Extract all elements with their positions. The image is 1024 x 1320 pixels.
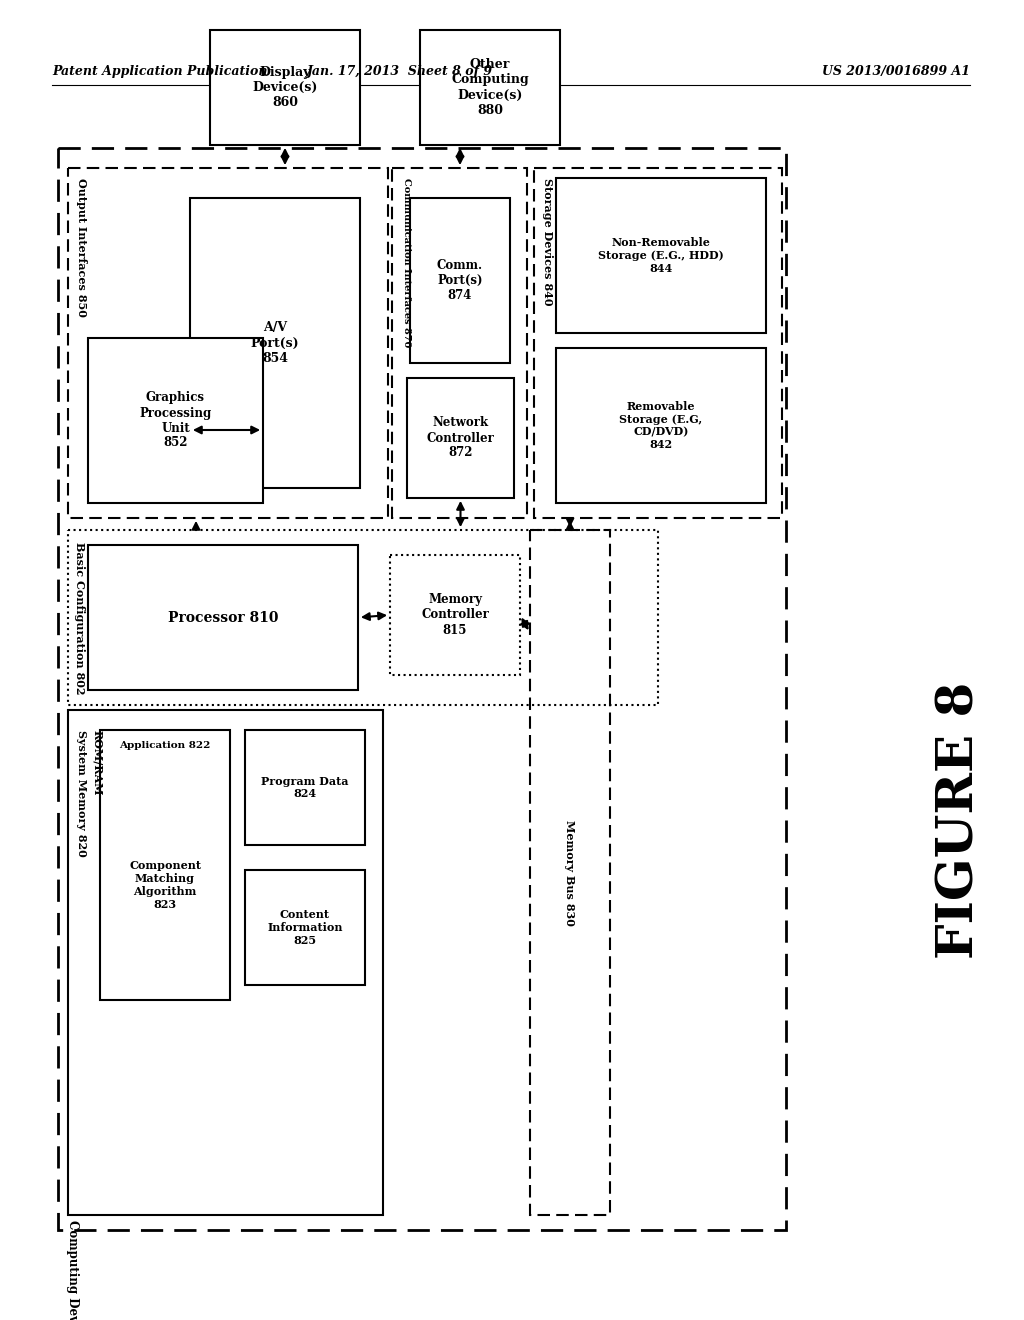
Bar — [420, 30, 560, 145]
Text: Patent Application Publication: Patent Application Publication — [52, 66, 267, 78]
Text: Processor 810: Processor 810 — [168, 610, 279, 624]
Bar — [407, 378, 514, 498]
Text: Communication Interfaces 870: Communication Interfaces 870 — [401, 178, 411, 347]
Bar — [68, 168, 388, 517]
Text: System Memory 820: System Memory 820 — [77, 730, 87, 857]
Text: Basic Configuration 802: Basic Configuration 802 — [75, 543, 85, 694]
Text: Computing Device 800: Computing Device 800 — [66, 1220, 79, 1320]
Text: Network
Controller
872: Network Controller 872 — [427, 417, 495, 459]
Text: FIGURE 8: FIGURE 8 — [936, 681, 984, 958]
Text: Jan. 17, 2013  Sheet 8 of 9: Jan. 17, 2013 Sheet 8 of 9 — [307, 66, 494, 78]
Text: A/V
Port(s)
854: A/V Port(s) 854 — [251, 322, 299, 364]
Bar — [392, 168, 527, 517]
Bar — [410, 198, 510, 363]
Text: Non-Removable
Storage (E.G., HDD)
844: Non-Removable Storage (E.G., HDD) 844 — [598, 238, 724, 273]
Text: Other
Computing
Device(s)
880: Other Computing Device(s) 880 — [452, 58, 528, 116]
Text: US 2013/0016899 A1: US 2013/0016899 A1 — [822, 66, 970, 78]
Text: Display
Device(s)
860: Display Device(s) 860 — [252, 66, 317, 110]
Bar — [68, 531, 658, 705]
Bar — [88, 545, 358, 690]
Bar — [530, 531, 610, 1214]
Bar — [245, 730, 365, 845]
Text: ROM/RAM: ROM/RAM — [92, 730, 103, 796]
Text: Memory
Controller
815: Memory Controller 815 — [421, 594, 488, 636]
Bar — [100, 730, 230, 1001]
Bar — [390, 554, 520, 675]
Bar — [556, 178, 766, 333]
Text: Output Interfaces 850: Output Interfaces 850 — [77, 178, 87, 317]
Bar — [534, 168, 782, 517]
Text: Storage Devices 840: Storage Devices 840 — [543, 178, 554, 305]
Text: Component
Matching
Algorithm
823: Component Matching Algorithm 823 — [129, 861, 201, 909]
Bar — [68, 710, 383, 1214]
Bar — [190, 198, 360, 488]
Bar — [245, 870, 365, 985]
Text: Application 822: Application 822 — [120, 741, 211, 750]
Text: Comm.
Port(s)
874: Comm. Port(s) 874 — [437, 259, 483, 302]
Text: Graphics
Processing
Unit
852: Graphics Processing Unit 852 — [139, 392, 212, 450]
Text: Removable
Storage (E.G,
CD/DVD)
842: Removable Storage (E.G, CD/DVD) 842 — [620, 401, 702, 450]
Bar — [210, 30, 360, 145]
Bar — [88, 338, 263, 503]
Bar — [58, 148, 786, 1230]
Bar — [556, 348, 766, 503]
Text: Memory Bus 830: Memory Bus 830 — [564, 820, 575, 925]
Text: Content
Information
825: Content Information 825 — [267, 909, 343, 946]
Text: Program Data
824: Program Data 824 — [261, 776, 349, 800]
